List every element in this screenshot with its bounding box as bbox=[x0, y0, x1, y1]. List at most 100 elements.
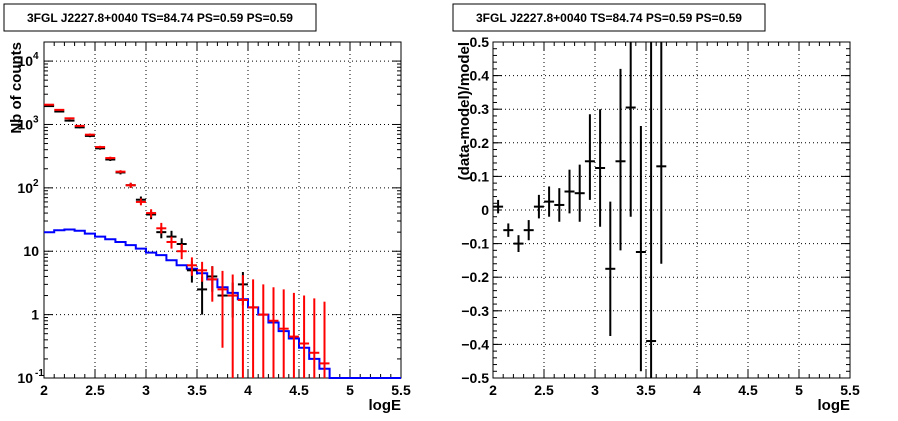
right-title: 3FGL J2227.8+0040 TS=84.74 PS=0.59 PS=0.… bbox=[476, 11, 742, 25]
left-y-tick-label: 1 bbox=[31, 307, 39, 323]
model-point bbox=[197, 261, 208, 282]
model-point bbox=[156, 222, 167, 234]
residual-point bbox=[615, 68, 626, 251]
residual-point bbox=[503, 223, 514, 237]
right-y-axis-title: (data-model)/model bbox=[456, 42, 473, 180]
right-x-tick-label: 3.5 bbox=[636, 382, 656, 398]
left-x-axis-title: logE bbox=[369, 397, 402, 414]
right-plot-marks bbox=[493, 42, 667, 378]
residual-point bbox=[574, 164, 585, 222]
left-y-tick-exponent: -1 bbox=[35, 368, 44, 379]
model-point bbox=[288, 292, 299, 378]
left-title-box bbox=[3, 3, 317, 32]
left-x-tick-label: 3 bbox=[142, 382, 150, 398]
left-x-tick-label: 2 bbox=[40, 382, 48, 398]
residual-point bbox=[544, 186, 555, 217]
data-point bbox=[64, 119, 75, 122]
model-point bbox=[248, 279, 259, 378]
residual-point bbox=[554, 188, 565, 222]
right-y-tick-label: 0.3 bbox=[470, 101, 490, 117]
residual-point bbox=[625, 42, 636, 217]
model-point bbox=[278, 289, 289, 378]
model-point bbox=[258, 284, 269, 378]
model-point bbox=[309, 298, 320, 378]
model-point bbox=[176, 244, 187, 260]
model-point bbox=[64, 117, 75, 120]
left-y-tick-exponent: 4 bbox=[33, 51, 39, 62]
left-x-tick-label: 2.5 bbox=[85, 382, 105, 398]
left-y-tick-exponent: 2 bbox=[33, 178, 39, 189]
residual-point bbox=[523, 220, 534, 241]
left-y-tick-label: 10 bbox=[17, 370, 33, 386]
right-y-tick-label: 0 bbox=[481, 202, 489, 218]
right-x-tick-label: 4.5 bbox=[738, 382, 758, 398]
right-x-tick-label: 4 bbox=[693, 382, 701, 398]
left-panel: 3FGL J2227.8+0040 TS=84.74 PS=0.59 PS=0.… bbox=[3, 3, 411, 414]
left-x-tick-label: 5.5 bbox=[391, 382, 411, 398]
left-plot-marks bbox=[44, 103, 401, 379]
right-x-tick-label: 5.5 bbox=[840, 382, 860, 398]
right-y-tick-label: 0.4 bbox=[470, 68, 490, 84]
right-axis-ticks: 2 2.5 3 3.5 4 4.5 5 5.5 −0.5 −0.4 −0.3 −0.2 −0.1 0 0.1… bbox=[461, 34, 860, 398]
data-point bbox=[197, 276, 208, 315]
left-y-tick-label: 10 bbox=[17, 180, 33, 196]
left-y-axis-title: Nb of counts bbox=[8, 42, 25, 134]
model-point bbox=[268, 287, 279, 378]
right-x-tick-label: 5 bbox=[795, 382, 803, 398]
residual-point bbox=[605, 201, 616, 336]
left-y-tick-label: 10 bbox=[23, 243, 39, 259]
right-y-tick-label: −0.1 bbox=[461, 236, 489, 252]
model-point bbox=[237, 275, 248, 378]
residual-point bbox=[635, 126, 646, 372]
model-point bbox=[105, 156, 116, 160]
residual-point bbox=[584, 114, 595, 200]
residual-point bbox=[646, 42, 657, 378]
model-point bbox=[115, 170, 126, 174]
right-x-axis-title: logE bbox=[818, 397, 851, 414]
model-point bbox=[299, 295, 310, 378]
right-y-tick-label: 0.5 bbox=[470, 34, 490, 50]
model-point bbox=[207, 266, 218, 302]
left-x-tick-label: 5 bbox=[346, 382, 354, 398]
residual-point bbox=[533, 194, 544, 219]
left-x-tick-label: 4.5 bbox=[289, 382, 309, 398]
model-point bbox=[319, 301, 330, 378]
right-y-tick-label: −0.3 bbox=[461, 303, 489, 319]
right-y-tick-label: 0.1 bbox=[470, 168, 490, 184]
left-y-tick-exponent: 3 bbox=[33, 114, 39, 125]
left-y-tick-label: 10 bbox=[17, 116, 33, 132]
right-x-tick-label: 3 bbox=[591, 382, 599, 398]
left-title: 3FGL J2227.8+0040 TS=84.74 PS=0.59 PS=0.… bbox=[27, 11, 293, 25]
model-point bbox=[95, 145, 106, 149]
residual-point bbox=[656, 42, 667, 264]
right-panel: 3FGL J2227.8+0040 TS=84.74 PS=0.59 PS=0.… bbox=[452, 3, 860, 414]
model-point bbox=[125, 182, 136, 188]
model-point bbox=[217, 270, 228, 348]
left-grid bbox=[44, 42, 401, 378]
right-x-tick-label: 2.5 bbox=[534, 382, 554, 398]
residual-point bbox=[595, 109, 606, 227]
right-y-tick-label: −0.2 bbox=[461, 269, 489, 285]
model-point bbox=[227, 274, 238, 378]
left-plot-frame bbox=[43, 41, 402, 379]
model-point bbox=[74, 124, 85, 127]
right-grid bbox=[493, 42, 850, 378]
residual-point bbox=[513, 235, 524, 252]
right-plot-frame bbox=[492, 41, 851, 379]
model-point bbox=[186, 257, 197, 276]
residual-point bbox=[493, 199, 504, 214]
right-y-tick-label: 0.2 bbox=[470, 135, 490, 151]
model-point bbox=[135, 198, 146, 206]
residual-point bbox=[564, 169, 575, 214]
left-y-tick-label: 10 bbox=[17, 53, 33, 69]
model-point bbox=[146, 209, 157, 218]
left-x-tick-label: 3.5 bbox=[187, 382, 207, 398]
right-title-box bbox=[452, 3, 766, 32]
model-point bbox=[44, 103, 55, 106]
data-point bbox=[54, 110, 65, 113]
right-y-tick-label: −0.4 bbox=[461, 336, 489, 352]
right-y-tick-label: −0.5 bbox=[461, 370, 489, 386]
right-x-tick-label: 2 bbox=[489, 382, 497, 398]
